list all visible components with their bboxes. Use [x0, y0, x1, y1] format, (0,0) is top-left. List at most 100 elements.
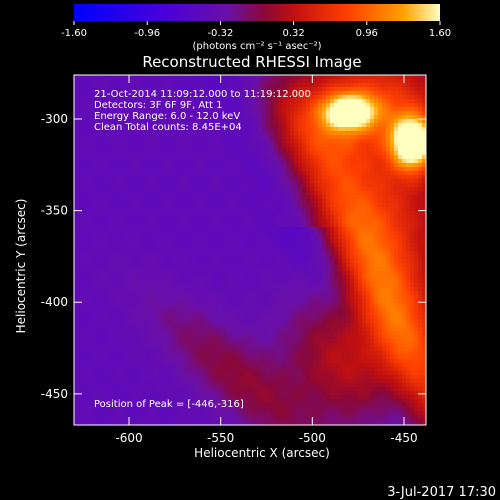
- heatmap-cell: [178, 159, 183, 164]
- heatmap-cell: [78, 127, 83, 132]
- heatmap-cell: [98, 239, 103, 244]
- heatmap-cell: [146, 359, 151, 364]
- heatmap-cell: [110, 115, 115, 120]
- heatmap-cell: [182, 151, 187, 156]
- heatmap-cell: [186, 119, 191, 124]
- heatmap-cell: [114, 263, 119, 268]
- heatmap-cell: [278, 183, 283, 188]
- heatmap-cell: [266, 407, 271, 412]
- heatmap-cell: [134, 391, 139, 396]
- heatmap-cell: [154, 211, 159, 216]
- heatmap-cell: [134, 231, 139, 236]
- heatmap-cell: [74, 383, 79, 388]
- heatmap-cell: [90, 135, 95, 140]
- heatmap-cell: [270, 247, 275, 252]
- heatmap-cell: [222, 251, 227, 256]
- heatmap-cell: [154, 139, 159, 144]
- heatmap-cell: [226, 127, 231, 132]
- heatmap-cell: [114, 279, 119, 284]
- heatmap-cell: [182, 115, 187, 120]
- heatmap-cell: [202, 379, 207, 384]
- heatmap-cell: [94, 271, 99, 276]
- heatmap-cell: [262, 143, 267, 148]
- heatmap-cell: [106, 191, 111, 196]
- colorbar-tick-label: 1.60: [429, 28, 451, 39]
- heatmap-cell: [282, 219, 287, 224]
- heatmap-cell: [210, 155, 215, 160]
- heatmap-cell: [78, 167, 83, 172]
- heatmap-cell: [258, 115, 263, 120]
- heatmap-cell: [242, 295, 247, 300]
- heatmap-cell: [254, 407, 259, 412]
- heatmap-cell: [178, 395, 183, 400]
- heatmap-cell: [170, 355, 175, 360]
- heatmap-cell: [178, 283, 183, 288]
- heatmap-cell: [258, 215, 263, 220]
- heatmap-cell: [198, 363, 203, 368]
- heatmap-cell: [246, 155, 251, 160]
- heatmap-cell: [194, 411, 199, 416]
- heatmap-cell: [198, 123, 203, 128]
- heatmap-cell: [102, 135, 107, 140]
- heatmap-cell: [270, 331, 275, 336]
- heatmap-cell: [98, 215, 103, 220]
- heatmap-cell: [222, 111, 227, 116]
- heatmap-cell: [98, 299, 103, 304]
- heatmap-cell: [138, 219, 143, 224]
- heatmap-cell: [110, 267, 115, 272]
- heatmap-cell: [266, 195, 271, 200]
- heatmap-cell: [186, 87, 191, 92]
- heatmap-cell: [294, 287, 299, 292]
- heatmap-cell: [74, 95, 79, 100]
- heatmap-cell: [286, 287, 291, 292]
- heatmap-cell: [254, 303, 259, 308]
- heatmap-cell: [126, 371, 131, 376]
- heatmap-cell: [90, 139, 95, 144]
- heatmap-cell: [106, 331, 111, 336]
- heatmap-cell: [282, 327, 287, 332]
- heatmap-cell: [154, 247, 159, 252]
- heatmap-cell: [178, 91, 183, 96]
- heatmap-cell: [182, 303, 187, 308]
- heatmap-cell: [242, 259, 247, 264]
- heatmap-cell: [214, 375, 219, 380]
- heatmap-cell: [242, 107, 247, 112]
- heatmap-cell: [154, 75, 159, 80]
- heatmap-cell: [98, 135, 103, 140]
- heatmap-cell: [130, 103, 135, 108]
- heatmap-cell: [238, 231, 243, 236]
- heatmap-cell: [230, 379, 235, 384]
- heatmap-cell: [194, 131, 199, 136]
- heatmap-cell: [294, 139, 299, 144]
- heatmap-cell: [134, 207, 139, 212]
- heatmap-cell: [218, 263, 223, 268]
- heatmap-cell: [190, 199, 195, 204]
- heatmap-cell: [74, 239, 79, 244]
- heatmap-cell: [198, 95, 203, 100]
- heatmap-cell: [278, 167, 283, 172]
- heatmap-cell: [254, 411, 259, 416]
- heatmap-cell: [86, 267, 91, 272]
- heatmap-cell: [86, 243, 91, 248]
- heatmap-cell: [134, 191, 139, 196]
- heatmap-cell: [206, 107, 211, 112]
- heatmap-cell: [246, 191, 251, 196]
- heatmap-cell: [82, 155, 87, 160]
- heatmap-cell: [110, 287, 115, 292]
- heatmap-cell: [198, 195, 203, 200]
- heatmap-cell: [86, 151, 91, 156]
- heatmap-cell: [74, 295, 79, 300]
- heatmap-cell: [102, 331, 107, 336]
- heatmap-cell: [218, 283, 223, 288]
- heatmap-cell: [78, 339, 83, 344]
- heatmap-cell: [158, 391, 163, 396]
- heatmap-cell: [170, 343, 175, 348]
- heatmap-cell: [202, 375, 207, 380]
- heatmap-cell: [78, 251, 83, 256]
- heatmap-cell: [246, 223, 251, 228]
- heatmap-cell: [274, 235, 279, 240]
- heatmap-cell: [154, 315, 159, 320]
- heatmap-cell: [274, 351, 279, 356]
- heatmap-cell: [202, 271, 207, 276]
- heatmap-cell: [262, 171, 267, 176]
